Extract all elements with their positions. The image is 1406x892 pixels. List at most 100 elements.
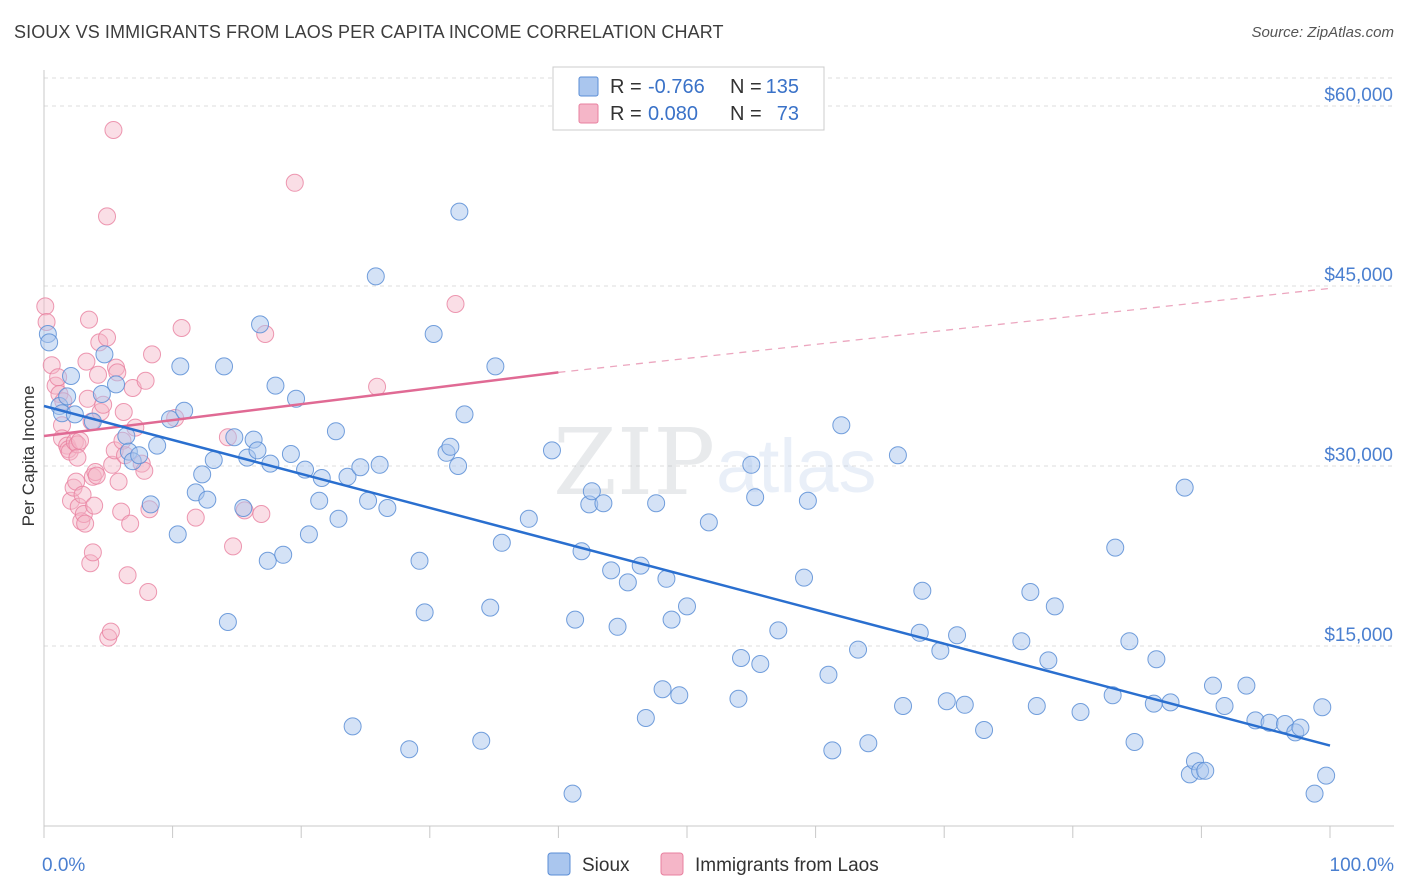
sioux-point [699, 513, 718, 532]
sioux-point [424, 325, 443, 343]
sioux-point [823, 741, 842, 760]
sioux-point [171, 357, 190, 376]
sioux-point [975, 721, 994, 739]
laos-point [89, 365, 108, 384]
sioux-point [281, 445, 300, 463]
sioux-point [234, 499, 253, 517]
sioux-point [107, 375, 126, 394]
legend-r-value-sioux: -0.766 [648, 76, 705, 98]
sioux-point [370, 455, 389, 474]
sioux-point [130, 446, 149, 465]
sioux-point [351, 458, 370, 477]
sioux-point [225, 428, 244, 447]
laos-points [36, 121, 465, 647]
sioux-point [486, 357, 505, 376]
sioux-point [1215, 697, 1234, 715]
laos-point [36, 297, 55, 316]
sioux-point [410, 551, 429, 570]
sioux-point [1027, 697, 1046, 715]
sioux-point [1012, 632, 1031, 651]
sioux-point [732, 649, 751, 667]
sioux-point [1196, 761, 1215, 780]
sioux-point [678, 597, 696, 616]
laos-point [103, 455, 122, 474]
sioux-point [751, 655, 770, 673]
watermark-zip: ZIP [553, 409, 715, 516]
sioux-point [618, 573, 637, 592]
legend-swatch-sioux [578, 76, 599, 97]
laos-point [285, 173, 304, 192]
sioux-point [1120, 632, 1139, 651]
sioux-point [455, 405, 474, 424]
sioux-point [95, 345, 114, 364]
sioux-point [193, 465, 212, 484]
sioux-point [366, 267, 385, 286]
legend-bottom-label-laos: Immigrants from Laos [695, 855, 879, 876]
laos-point [77, 352, 96, 371]
sioux-point [472, 731, 491, 750]
sioux-point [1317, 766, 1336, 785]
sioux-point [378, 499, 397, 517]
laos-point [143, 345, 162, 364]
laos-trend-line [43, 371, 559, 438]
sioux-trend-line [43, 404, 1331, 747]
sioux-point [746, 488, 765, 507]
laos-point [98, 207, 117, 226]
sioux-point [1103, 686, 1122, 705]
laos-point [186, 508, 205, 527]
sioux-point [299, 525, 318, 544]
legend-n-label-sioux: N = [730, 76, 762, 98]
sioux-point [40, 333, 59, 352]
sioux-point [266, 376, 285, 395]
sioux-point [1313, 698, 1332, 717]
x-tick-left: 0.0% [42, 855, 85, 876]
laos-point [81, 554, 100, 573]
sioux-point [326, 422, 345, 441]
legend-swatch-laos [578, 103, 599, 124]
laos-point [109, 472, 128, 491]
sioux-point [1039, 651, 1058, 670]
sioux-point [832, 416, 851, 435]
sioux-point [441, 437, 460, 456]
laos-point [118, 566, 137, 585]
sioux-point [92, 385, 111, 403]
sioux-point [913, 581, 932, 600]
sioux-point [647, 494, 666, 513]
laos-point [71, 431, 90, 450]
y-axis-ticks: $15,000 $30,000 $45,000 $60,000 [1324, 85, 1393, 646]
laos-point [121, 514, 140, 533]
laos-point [112, 502, 131, 521]
trend-lines [43, 287, 1331, 747]
y-tick-label-3: $60,000 [1324, 85, 1393, 106]
sioux-point [769, 621, 788, 640]
sioux-point [141, 495, 160, 514]
sioux-point [948, 626, 967, 645]
sioux-point [1305, 784, 1324, 803]
sioux-point [542, 441, 561, 460]
sioux-point [594, 494, 613, 513]
sioux-point [888, 446, 907, 465]
legend-r-label-sioux: R = [610, 76, 642, 98]
sioux-point [894, 697, 913, 715]
sioux-point [1125, 733, 1144, 751]
sioux-point [1071, 703, 1090, 721]
laos-point [68, 448, 87, 467]
laos-point [101, 622, 120, 641]
legend-top: R = -0.766 N = 135 R = 0.080 N = 73 [552, 66, 825, 131]
sioux-point [819, 665, 838, 684]
legend-r-value-laos: 0.080 [648, 103, 698, 125]
sioux-point [937, 692, 956, 711]
sioux-point [1175, 478, 1194, 497]
sioux-point [251, 315, 270, 334]
sioux-point [204, 451, 223, 469]
laos-point [87, 466, 106, 485]
sioux-point [359, 491, 378, 510]
sioux-point [198, 490, 217, 509]
sioux-point [563, 784, 582, 803]
sioux-point [248, 441, 267, 460]
laos-point [446, 295, 465, 313]
x-tick-right: 100.0% [1330, 855, 1395, 876]
sioux-point [653, 680, 672, 699]
sioux-point [670, 686, 689, 705]
y-tick-label-1: $30,000 [1324, 445, 1393, 466]
